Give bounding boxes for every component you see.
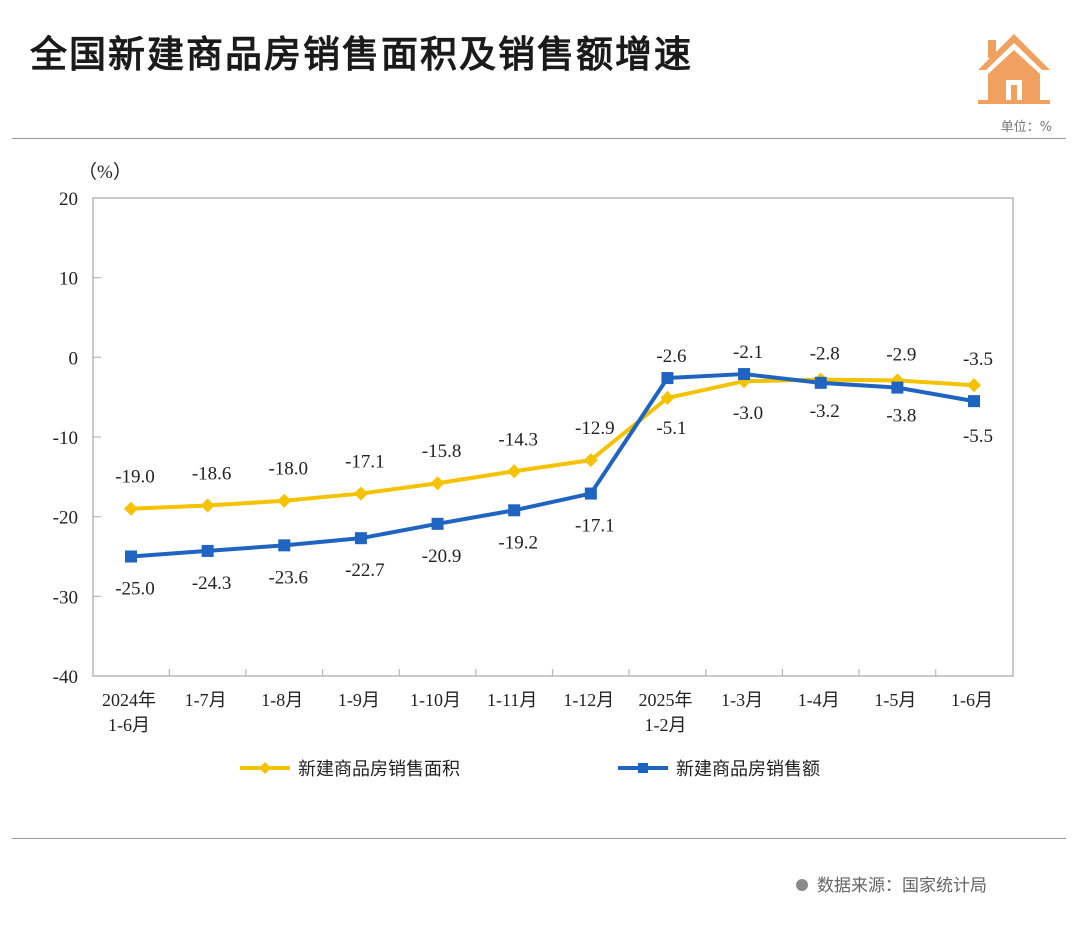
data-label-amount: -2.6 [656,346,686,367]
data-label-amount: -17.1 [575,516,615,537]
data-point-diamond [430,476,445,491]
data-point-diamond [660,390,675,405]
data-point-square [431,517,444,530]
data-label-area: -14.3 [498,429,538,450]
legend-marker-diamond [259,762,271,774]
x-tick-label: 1-2月 [644,715,686,735]
series-line-area [130,377,975,511]
data-label-amount: -24.3 [192,573,232,594]
y-tick-label: 10 [59,269,78,290]
data-label-amount: -3.2 [810,401,840,422]
data-label-area: -17.1 [345,452,385,473]
data-point-diamond [277,493,292,508]
data-label-area: -2.9 [886,344,916,365]
data-point-diamond [583,453,598,468]
data-point-diamond [507,464,522,479]
data-point-square [661,372,674,385]
x-tick-label: 1-12月 [563,690,614,710]
data-point-diamond [967,378,981,393]
x-tick-label: 1-9月 [338,690,380,710]
data-point-square [508,504,521,517]
data-point-square [354,532,367,545]
data-source: 数据来源：国家统计局 [796,871,987,896]
y-tick-label: -30 [53,587,78,608]
data-point-square [201,544,214,557]
x-tick-label: 2025年 [638,690,692,710]
data-label-area: -12.9 [575,418,615,439]
top-divider [12,138,1066,139]
data-point-diamond [200,498,215,513]
data-label-amount: -19.2 [498,532,538,553]
page-title: 全国新建商品房销售面积及销售额增速 [30,33,693,76]
data-point-square [584,487,597,500]
data-point-square [814,376,827,389]
data-label-area: -18.0 [268,459,308,480]
data-label-amount: -3.8 [886,406,916,427]
data-label-amount: -20.9 [422,546,462,567]
data-point-square [278,539,291,552]
data-label-area: -3.0 [733,403,763,424]
data-label-area: -19.0 [115,467,155,488]
y-axis-label: （%） [78,161,132,183]
x-tick-label: 1-4月 [798,690,840,710]
x-tick-label: 1-3月 [721,690,763,710]
data-label-area: -15.8 [422,441,462,462]
bullet-icon [796,879,808,891]
x-tick-label: 1-10月 [410,690,461,710]
legend-marker-square [638,763,648,773]
line-chart: （%） 20 10 0 -10 -20 -30 -40 2024年 1-6月 1-7月 1-8月 1… [53,161,1014,779]
data-label-amount: -25.0 [115,579,155,600]
x-tick-label: 1-8月 [261,690,303,710]
data-label-amount: -22.7 [345,560,385,581]
legend-label: 新建商品房销售额 [676,759,820,779]
data-point-diamond [124,501,138,516]
series-line-amount [130,372,975,559]
x-tick-label: 1-6月 [108,715,150,735]
data-label-amount: -5.5 [963,426,993,447]
x-tick-label: 2024年 [102,690,156,710]
data-point-square [738,368,751,381]
legend-label: 新建商品房销售面积 [298,759,460,779]
data-label-amount: -23.6 [268,567,308,588]
data-point-square [891,381,904,394]
x-tick-label: 1-7月 [185,690,227,710]
x-tick-label: 1-6月 [951,690,993,710]
data-point-square [125,550,137,563]
data-label-area: -18.6 [192,464,232,485]
house-icon [978,34,1050,104]
y-tick-label: -20 [53,508,78,529]
bottom-divider [12,838,1066,839]
data-label-amount: -2.1 [733,342,763,363]
data-label-area: -5.1 [656,418,686,439]
x-tick-label: 1-5月 [874,690,916,710]
y-tick-label: 0 [69,348,79,369]
x-tick-label: 1-11月 [487,690,537,710]
data-label-area: -2.8 [810,344,840,365]
data-source-text: 数据来源：国家统计局 [817,876,987,896]
data-point-diamond [353,486,368,501]
data-label-area: -3.5 [963,349,993,370]
y-tick-label: -40 [53,667,78,688]
y-tick-label: -10 [53,428,78,449]
unit-label: 单位：% [1000,120,1052,135]
data-point-square [968,395,980,408]
y-tick-label: 20 [59,189,78,210]
plot-frame [92,197,1014,677]
